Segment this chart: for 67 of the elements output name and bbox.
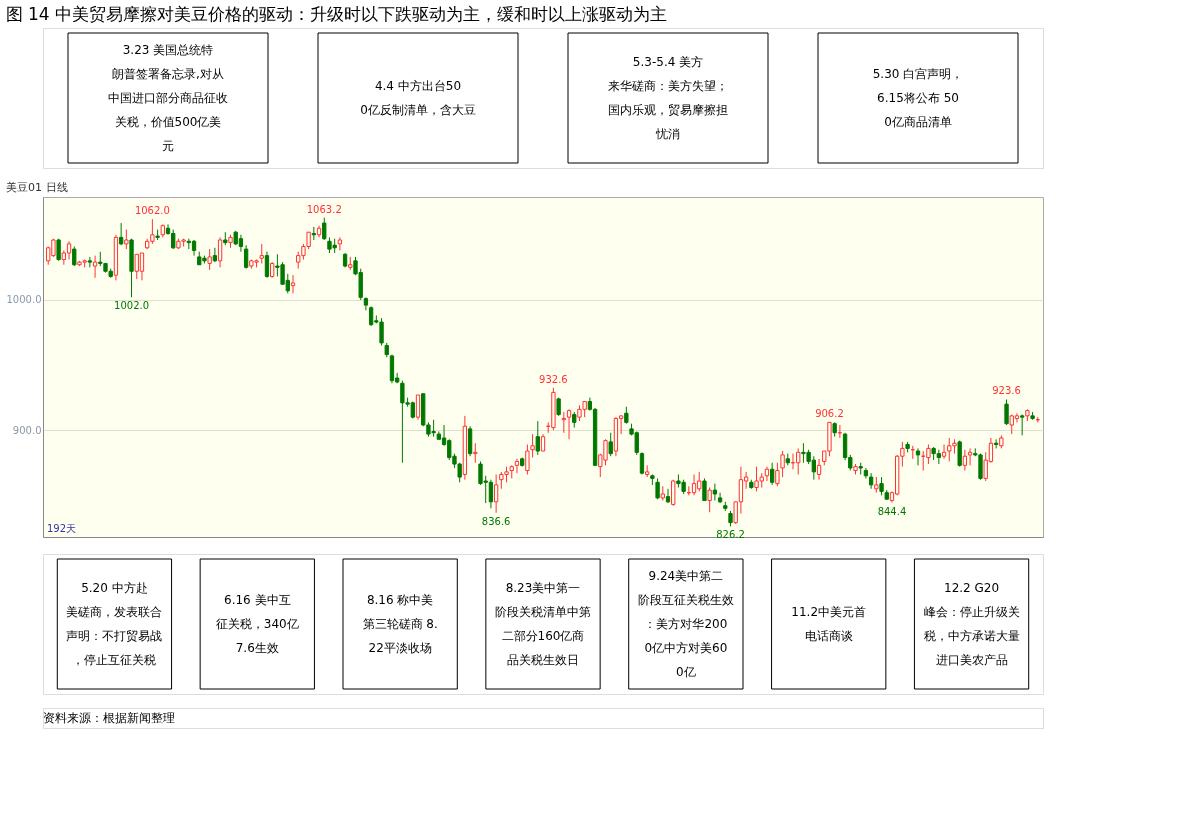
text: 826.2 — [716, 529, 745, 541]
candlestick — [322, 217, 327, 241]
candlestick — [212, 247, 218, 263]
candlestick — [124, 229, 129, 250]
candlestick — [243, 244, 249, 270]
candlestick — [217, 236, 223, 268]
candlestick — [608, 432, 613, 457]
candlestick — [290, 274, 296, 294]
text: 932.6 — [539, 373, 568, 385]
candlestick — [702, 477, 707, 502]
candlestick — [717, 492, 723, 504]
candlestick — [1004, 398, 1009, 426]
candlestick — [264, 251, 270, 279]
candlestick — [816, 458, 822, 481]
text: 923.6 — [992, 385, 1021, 397]
candlestick — [535, 420, 540, 456]
candlestick — [770, 462, 775, 486]
text: 5.30 白宫声明，6.15将公布 500亿商品清单 — [872, 67, 964, 129]
candlestick — [957, 440, 962, 468]
candlestick — [707, 487, 712, 513]
text: 1062.0 — [134, 205, 170, 217]
candlestick — [207, 248, 212, 271]
candlestick — [671, 479, 676, 507]
candlestick — [415, 394, 421, 421]
candlestick — [514, 458, 520, 474]
candlestick — [337, 236, 343, 251]
candlestick — [473, 442, 478, 464]
text: 4.4 中方出台500亿反制清单，含大豆 — [360, 79, 476, 117]
y-tick-label: 900.0 — [12, 424, 42, 436]
text: 6.16 美中互征关税，340亿7.6生效 — [215, 593, 299, 655]
text: 8.23美中第一阶段关税清单中第二部分160亿商品关税生效日 — [495, 581, 591, 667]
candlestick — [72, 246, 77, 267]
candlestick — [941, 444, 947, 460]
text: 9.24美中第二阶段互征关税生效：美方对华2000亿中方对美600亿 — [637, 569, 734, 679]
text: 美豆01 日线 — [6, 181, 68, 194]
text: 5.20 中方赴美磋商，发表联合声明：不打贸易战，停止互征关税 — [66, 581, 163, 667]
candlestick — [530, 433, 535, 459]
text: 1002.0 — [114, 300, 150, 312]
text: 8.16 称中美第三轮磋商 8.22平淡收场 — [362, 593, 438, 655]
chart-title: 图 14 中美贸易摩擦对美豆价格的驱动：升级时以下跌驱动为主，缓和时以上涨驱动为主 — [5, 3, 667, 24]
text: 844.4 — [877, 505, 907, 517]
y-tick-label: 1000.0 — [6, 294, 42, 306]
candlestick — [926, 444, 931, 465]
text: 836.6 — [481, 515, 511, 527]
candlestick — [92, 255, 98, 279]
candlestick — [962, 449, 968, 472]
text: 3.23 美国总统特朗普签署备忘录,对从中国进口部分商品征收关税，价值500亿美元 — [108, 43, 228, 153]
candlestick — [87, 256, 93, 268]
text: 1063.2 — [306, 203, 342, 215]
candlestick — [780, 450, 785, 478]
candlestick — [879, 476, 884, 496]
candlestick — [915, 447, 921, 466]
candlestick — [525, 444, 530, 475]
candlestick — [775, 462, 780, 487]
candlestick — [665, 488, 671, 504]
candlestick — [566, 408, 572, 440]
candlestick — [493, 473, 499, 514]
text: 5.3-5.4 美方来华磋商：美方失望；国内乐观，贸易摩擦担忧消 — [608, 55, 728, 141]
text: 资料来源：根据新闻整理 — [43, 711, 175, 725]
candlestick — [259, 243, 264, 264]
candlestick — [967, 447, 973, 466]
candlestick — [712, 483, 718, 502]
text: 11.2中美元首电话商谈 — [791, 605, 867, 643]
candlestick — [66, 240, 72, 261]
text: 906.2 — [815, 408, 844, 420]
text: 12.2 G20峰会：停止升级关税，中方承诺大量进口美农产品 — [923, 581, 1020, 667]
annotation: 192天 — [47, 523, 77, 534]
